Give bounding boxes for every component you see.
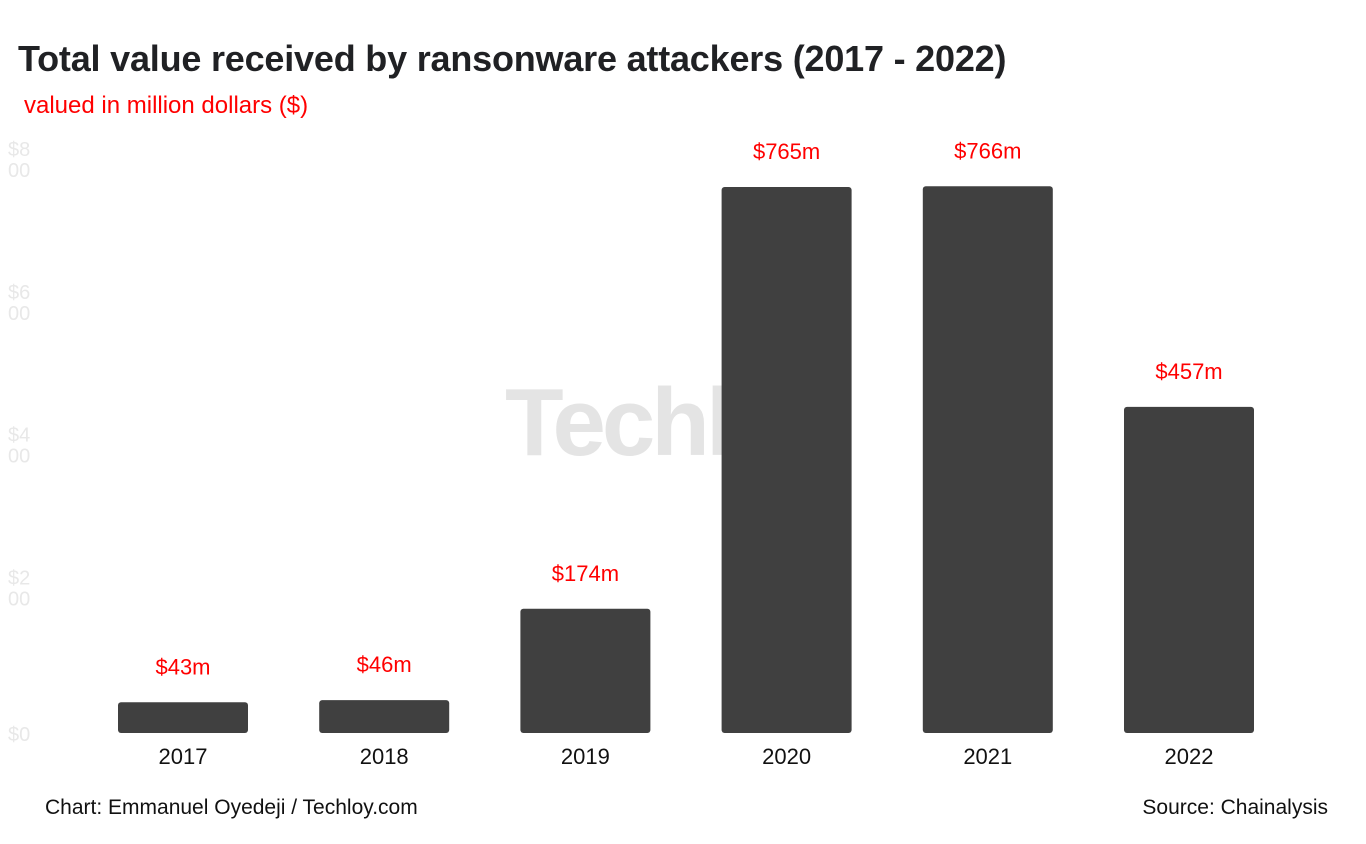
chart-source: Source: Chainalysis	[1142, 796, 1328, 819]
y-tick-label-part: $8	[8, 139, 30, 161]
y-tick-label-part: 00	[8, 588, 30, 610]
category-label: 2020	[762, 744, 811, 769]
chart-credit: Chart: Emmanuel Oyedeji / Techloy.com	[45, 796, 418, 819]
bar	[520, 608, 651, 733]
y-tick-label: $2 00	[8, 567, 30, 610]
category-label: 2021	[963, 744, 1012, 769]
y-tick-label-part: $4	[8, 425, 30, 447]
y-tick-label-part: $2	[8, 567, 30, 589]
bar	[118, 702, 248, 733]
y-tick-label-part: $6	[8, 282, 30, 304]
bar	[922, 186, 1053, 733]
category-label: 2019	[561, 744, 610, 769]
y-tick-label: $6 00	[8, 282, 30, 325]
data-label: $766m	[954, 138, 1021, 163]
data-label: $765m	[753, 139, 820, 164]
chart-subtitle: valued in million dollars ($)	[24, 92, 309, 119]
y-tick-label-part: 00	[8, 160, 30, 182]
category-label: 2018	[360, 744, 409, 769]
chart-title: Total value received by ransonware attac…	[18, 38, 1007, 79]
y-tick-label: $8 00	[8, 139, 30, 182]
data-label: $46m	[357, 652, 412, 677]
bar	[319, 700, 450, 733]
data-label: $174m	[552, 561, 619, 586]
y-tick-label-part: 00	[8, 446, 30, 468]
category-label: 2022	[1165, 744, 1214, 769]
data-label: $43m	[155, 654, 210, 679]
bar	[1124, 406, 1254, 733]
y-tick-label-part: 00	[8, 303, 30, 325]
bar	[721, 186, 852, 733]
y-tick-label: $4 00	[8, 425, 30, 468]
data-label: $457m	[1155, 359, 1222, 384]
category-label: 2017	[159, 744, 208, 769]
y-tick-label: $0	[8, 724, 30, 746]
